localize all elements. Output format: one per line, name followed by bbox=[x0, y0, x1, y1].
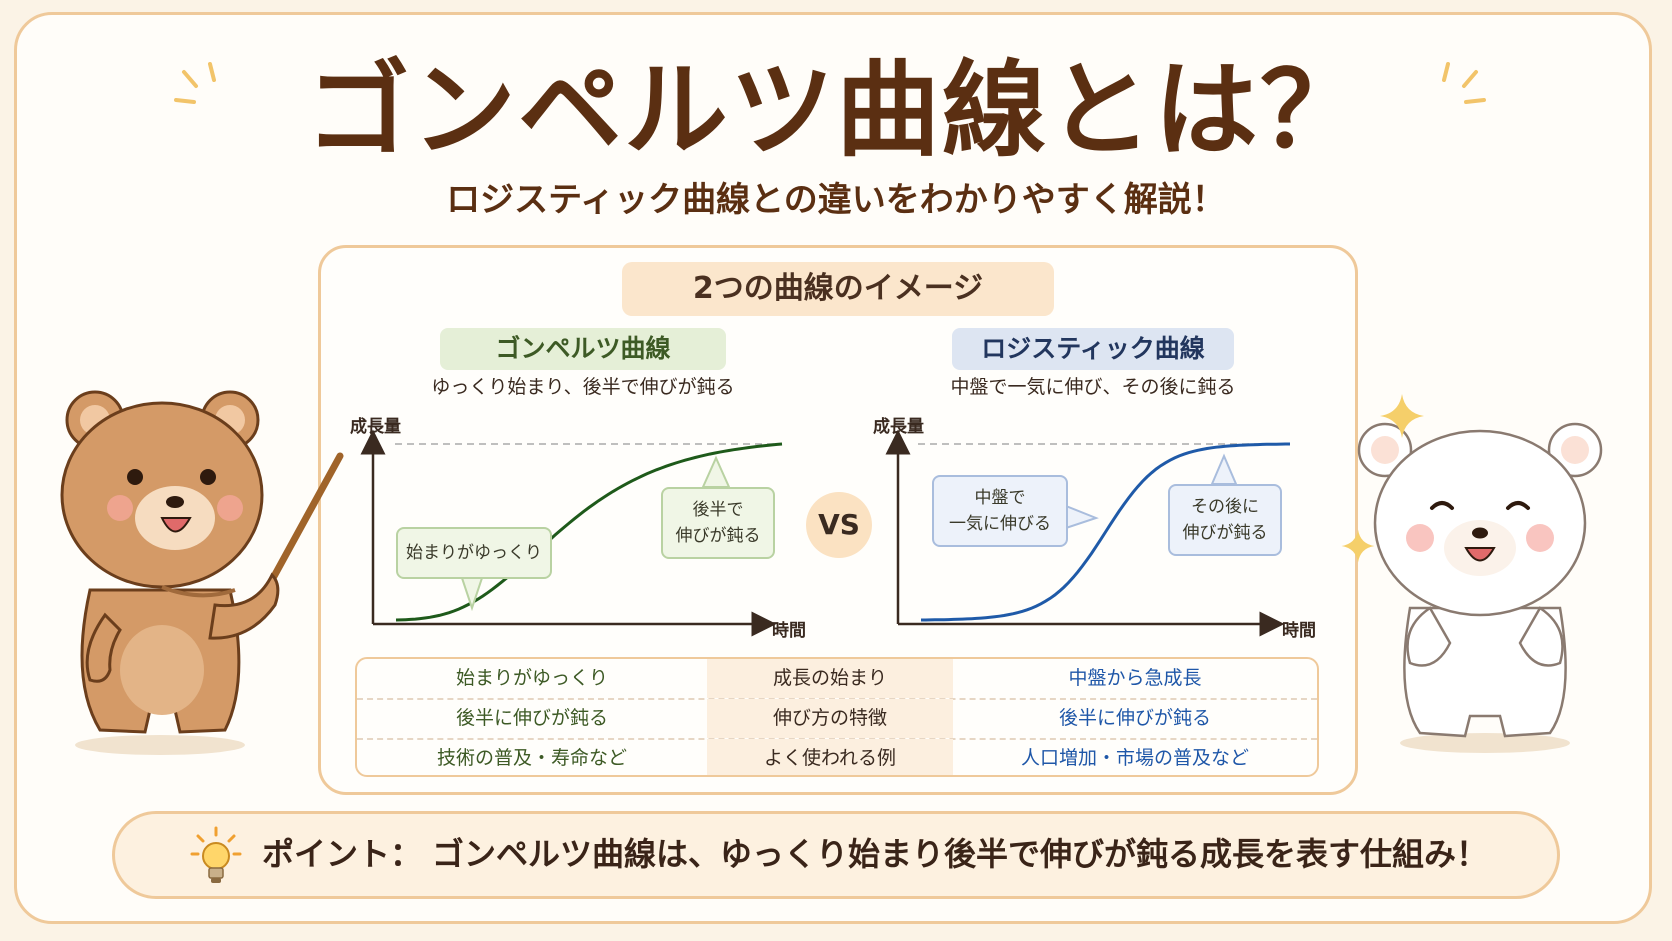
gompertz-label: ゴンペルツ曲線 bbox=[440, 328, 726, 370]
point-banner bbox=[112, 811, 1560, 899]
logistic-cell: 後半に伸びが鈍る bbox=[1058, 707, 1211, 729]
logistic-label: ロジスティック曲線 bbox=[952, 328, 1234, 370]
page-title: ゴンペルツ曲線とは？ bbox=[305, 49, 1366, 171]
point-text: ゴンペルツ曲線は、ゆっくり始まり後半で伸びが鈍る成長を表す仕組み！ bbox=[432, 835, 1489, 873]
logistic-end-pointer bbox=[1210, 453, 1238, 485]
logistic-curve bbox=[921, 442, 1290, 622]
table-row: 始まりがゆっくり 成長の始まり 中盤から急成長 bbox=[357, 659, 1317, 698]
gompertz-x-axis-label: 時間 bbox=[772, 621, 806, 641]
logistic-end-callout: その後に 伸びが鈍る bbox=[1168, 484, 1282, 556]
logistic-cell: 中盤から急成長 bbox=[1068, 667, 1202, 689]
logistic-description: 中盤で一気に伸び、その後に鈍る bbox=[950, 376, 1236, 398]
aspect-cell: 伸び方の特徴 bbox=[707, 699, 953, 738]
gompertz-end-callout: 後半で 伸びが鈍る bbox=[661, 487, 775, 559]
panel-title: 2つの曲線のイメージ bbox=[622, 262, 1054, 316]
aspect-cell: よく使われる例 bbox=[707, 739, 953, 775]
gompertz-cell: 技術の普及・寿命など bbox=[436, 747, 627, 769]
page-subtitle: ロジスティック曲線との違いをわかりやすく解説！ bbox=[446, 180, 1226, 220]
comparison-table: 始まりがゆっくり 成長の始まり 中盤から急成長 後半に伸びが鈍る 伸び方の特徴 … bbox=[355, 657, 1319, 777]
point-label: ポイント： bbox=[262, 835, 423, 873]
gompertz-start-pointer bbox=[460, 577, 484, 612]
gompertz-cell: 始まりがゆっくり bbox=[455, 667, 608, 689]
sparkle-icon bbox=[1380, 394, 1424, 438]
gompertz-description: ゆっくり始まり、後半で伸びが鈍る bbox=[431, 376, 735, 398]
gompertz-end-pointer bbox=[701, 455, 731, 488]
logistic-x-axis-label: 時間 bbox=[1282, 621, 1316, 641]
white-bear-icon bbox=[1357, 422, 1603, 753]
logistic-mid-callout: 中盤で 一気に伸びる bbox=[932, 475, 1068, 547]
brown-bear-icon bbox=[60, 390, 344, 755]
table-row: 後半に伸びが鈍る 伸び方の特徴 後半に伸びが鈍る bbox=[357, 699, 1317, 738]
title-spark-left-icon bbox=[174, 62, 216, 104]
aspect-cell: 成長の始まり bbox=[707, 659, 953, 698]
gompertz-cell: 後半に伸びが鈍る bbox=[455, 707, 608, 729]
table-row: 技術の普及・寿命など よく使われる例 人口増加・市場の普及など bbox=[357, 739, 1317, 775]
lightbulb-icon bbox=[190, 826, 242, 883]
gompertz-curve bbox=[395, 442, 783, 622]
vs-badge: VS bbox=[806, 492, 872, 558]
gompertz-start-callout: 始まりがゆっくり bbox=[396, 527, 552, 579]
logistic-mid-pointer bbox=[1065, 504, 1099, 530]
title-spark-right-icon bbox=[1442, 62, 1486, 104]
logistic-cell: 人口増加・市場の普及など bbox=[1020, 747, 1249, 769]
sparkle-icon bbox=[1341, 529, 1375, 563]
